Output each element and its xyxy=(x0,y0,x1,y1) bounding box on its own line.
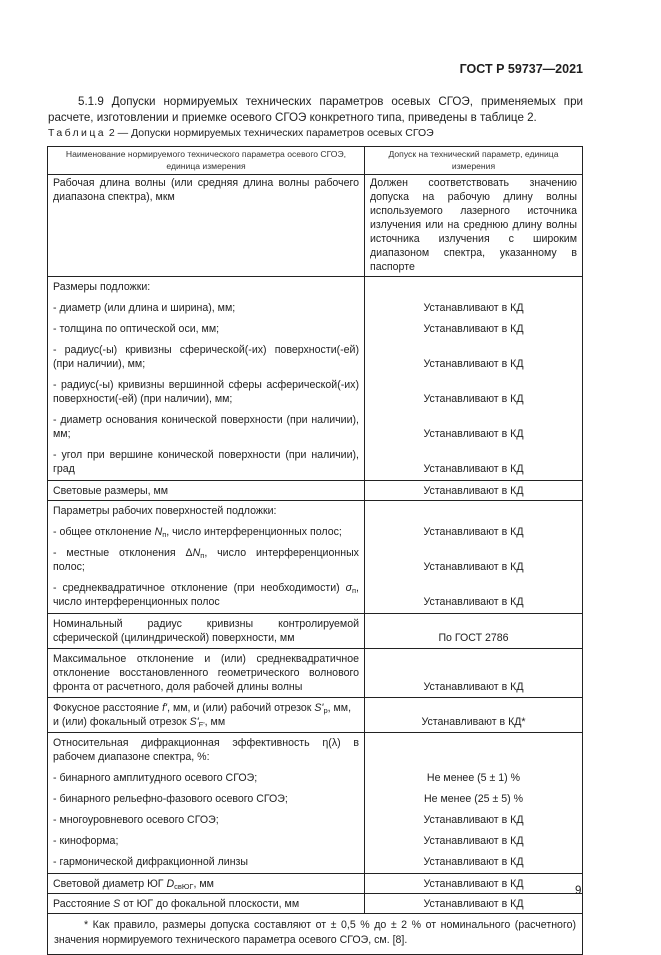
table-row: - радиус(-ы) кривизны сферической(-их) п… xyxy=(47,338,583,373)
header-tolerance: Допуск на технический параметр, единица … xyxy=(364,146,583,175)
document-id: ГОСТ Р 59737—2021 xyxy=(459,62,583,76)
table-row: Максимальное отклонение и (или) среднекв… xyxy=(47,648,583,698)
table-row: - диаметр основания конической поверхнос… xyxy=(47,408,583,443)
table-row: Световой диаметр ЮГ DсвЮГ, мм Устанавлива… xyxy=(47,873,583,894)
table-row: - общее отклонение Nп, число интерференц… xyxy=(47,520,583,541)
page-number: 9 xyxy=(575,885,582,897)
table-row: - угол при вершине конической поверхност… xyxy=(47,443,583,481)
table-row: Размеры подложки: xyxy=(47,276,583,296)
table-row: - бинарного рельефно-фазового осевого СГ… xyxy=(47,787,583,808)
table-row: Параметры рабочих поверхностей подложки: xyxy=(47,500,583,520)
table-footnote: * Как правило, размеры допуска составляю… xyxy=(47,913,583,955)
table-row: - бинарного амплитудного осевого СГОЭ; Не… xyxy=(47,766,583,787)
table-row: - киноформа; Устанавливают в КД xyxy=(47,829,583,850)
caption-title: 2 — Допуски нормируемых технических пара… xyxy=(105,127,434,139)
header-parameter: Наименование нормируемого технического п… xyxy=(47,146,365,175)
table-row: - диаметр (или длина и ширина), мм; Устан… xyxy=(47,296,583,317)
table-row: Расстояние S от ЮГ до фокальной плоскост… xyxy=(47,893,583,914)
caption-label: Таблица xyxy=(48,127,106,139)
table-row: - местные отклонения ΔNп, число интерфер… xyxy=(47,541,583,576)
intro-text: 5.1.9 Допуски нормируемых технических па… xyxy=(48,95,583,124)
table-row: Световые размеры, мм Устанавливают в КД xyxy=(47,480,583,501)
table-row: - гармонической дифракционной линзы Устан… xyxy=(47,850,583,874)
table-row: Номинальный радиус кривизны контролируем… xyxy=(47,613,583,649)
table-caption: Таблица 2 — Допуски нормируемых техничес… xyxy=(48,127,434,139)
table-row: Рабочая длина волны (или средняя длина в… xyxy=(47,174,583,277)
table-row: Фокусное расстояние f', мм, и (или) рабо… xyxy=(47,697,583,733)
table-row: - многоуровневого осевого СГОЭ; Устанавли… xyxy=(47,808,583,829)
table-row: - среднеквадратичное отклонение (при нео… xyxy=(47,576,583,614)
tolerance-table: Наименование нормируемого технического п… xyxy=(47,146,583,955)
intro-paragraph: 5.1.9 Допуски нормируемых технических па… xyxy=(48,94,583,126)
table-row: - радиус(-ы) кривизны вершинной сферы ас… xyxy=(47,373,583,408)
table-row: Относительная дифракционная эффективност… xyxy=(47,732,583,766)
table-row: - толщина по оптической оси, мм; Устанавл… xyxy=(47,317,583,338)
table-header: Наименование нормируемого технического п… xyxy=(47,146,583,175)
